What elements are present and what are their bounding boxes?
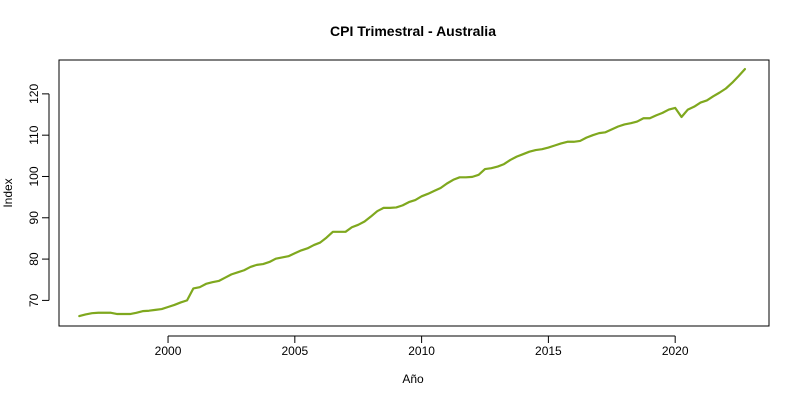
y-tick-label: 80 xyxy=(27,252,41,266)
y-tick-label: 70 xyxy=(27,293,41,307)
x-tick-label: 2020 xyxy=(662,344,689,358)
x-axis-label: Año xyxy=(402,372,424,386)
x-tick-label: 2000 xyxy=(155,344,182,358)
y-tick-label: 110 xyxy=(27,125,41,144)
y-axis-label: Index xyxy=(1,178,15,207)
y-axis: 70 80 90 100 110 120 xyxy=(27,84,50,307)
x-axis: 2000 2005 2010 2015 2020 xyxy=(155,335,689,358)
x-tick-label: 2015 xyxy=(535,344,562,358)
y-tick-label: 120 xyxy=(27,84,41,104)
x-tick-label: 2010 xyxy=(408,344,435,358)
chart-title: CPI Trimestral - Australia xyxy=(330,23,496,39)
plot-frame xyxy=(58,59,770,327)
series-layer xyxy=(78,67,747,318)
y-tick-label: 100 xyxy=(27,166,41,186)
y-tick-label: 90 xyxy=(27,211,41,225)
series-line-0 xyxy=(78,67,747,318)
x-tick-label: 2005 xyxy=(281,344,308,358)
